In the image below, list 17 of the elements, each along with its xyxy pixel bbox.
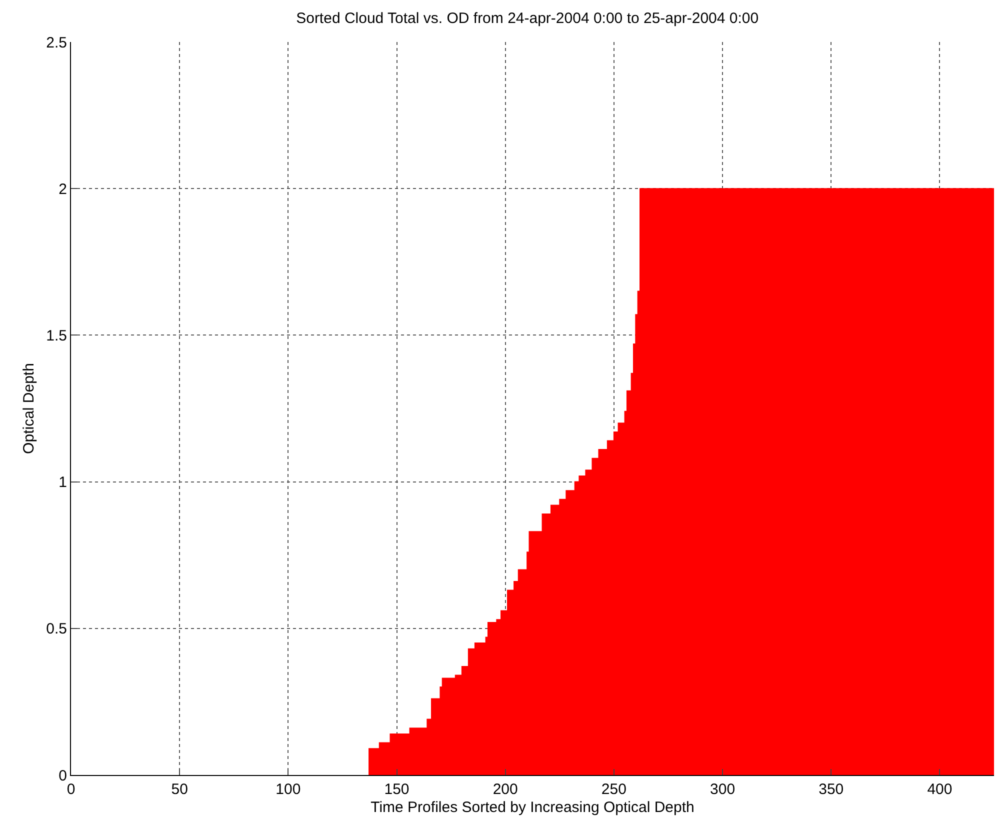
y-tick-label: 0 [58, 767, 67, 784]
x-axis-title: Time Profiles Sorted by Increasing Optical Depth [370, 799, 694, 816]
x-tick-label: 200 [492, 781, 518, 798]
y-tick-label: 1 [58, 474, 67, 492]
y-tick-label: 2.5 [46, 34, 67, 52]
x-tick-label: 400 [927, 781, 952, 798]
chart-title: Sorted Cloud Total vs. OD from 24-apr-2004 0:00 to 25-apr-2004 0:00 [296, 10, 759, 27]
x-tick-label: 100 [276, 781, 301, 798]
y-tick-label: 1.5 [46, 327, 67, 344]
y-tick-label: 0.5 [46, 620, 67, 638]
x-tick-label: 50 [171, 781, 188, 798]
y-tick-label: 2 [58, 180, 67, 198]
x-tick-label: 150 [384, 781, 410, 798]
x-tick-label: 250 [601, 781, 626, 798]
x-tick-label: 350 [818, 781, 844, 798]
x-tick-label: 300 [710, 781, 736, 798]
y-axis-title: Optical Depth [20, 363, 38, 454]
